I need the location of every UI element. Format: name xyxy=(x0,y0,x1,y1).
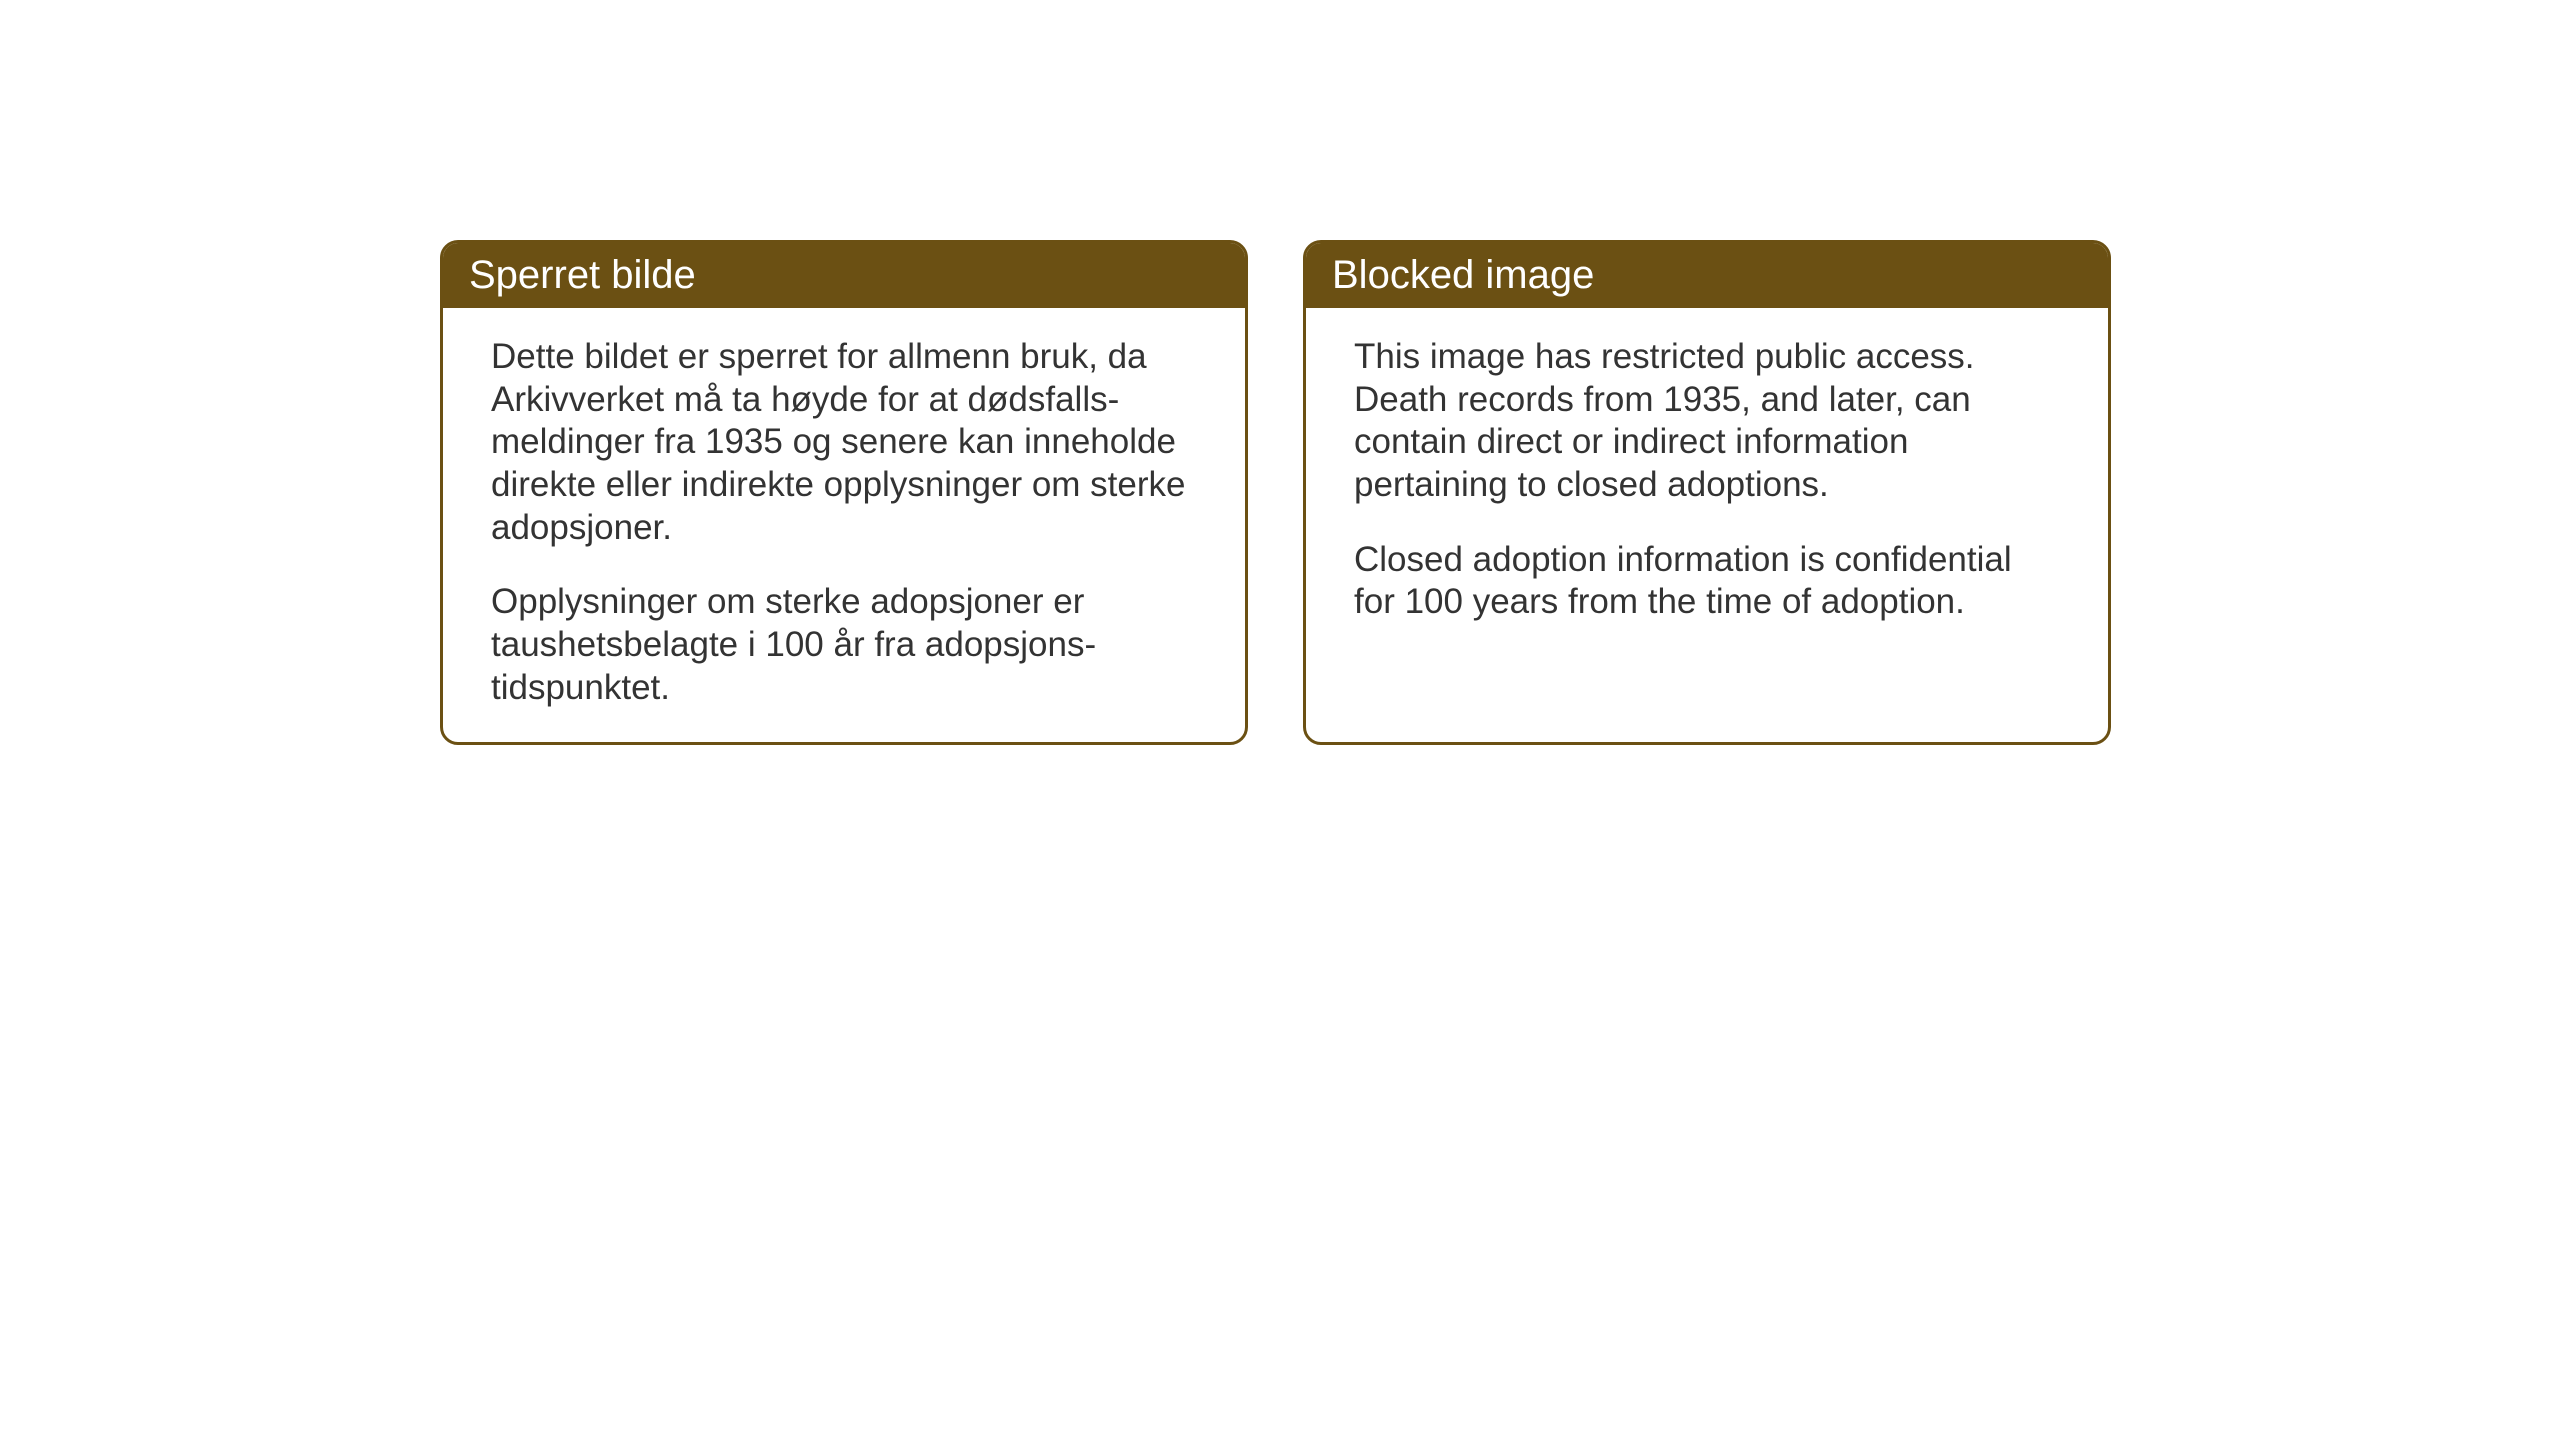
norwegian-paragraph-2: Opplysninger om sterke adopsjoner er tau… xyxy=(491,581,1197,709)
english-card-body: This image has restricted public access.… xyxy=(1306,308,2108,740)
norwegian-card: Sperret bilde Dette bildet er sperret fo… xyxy=(440,240,1248,745)
norwegian-paragraph-1: Dette bildet er sperret for allmenn bruk… xyxy=(491,336,1197,549)
english-card-title: Blocked image xyxy=(1332,253,1594,297)
english-card-header: Blocked image xyxy=(1306,243,2108,308)
english-paragraph-1: This image has restricted public access.… xyxy=(1354,336,2060,507)
norwegian-card-title: Sperret bilde xyxy=(469,253,696,297)
english-card: Blocked image This image has restricted … xyxy=(1303,240,2111,745)
norwegian-card-header: Sperret bilde xyxy=(443,243,1245,308)
cards-container: Sperret bilde Dette bildet er sperret fo… xyxy=(440,240,2111,745)
english-paragraph-2: Closed adoption information is confident… xyxy=(1354,539,2060,624)
norwegian-card-body: Dette bildet er sperret for allmenn bruk… xyxy=(443,308,1245,742)
